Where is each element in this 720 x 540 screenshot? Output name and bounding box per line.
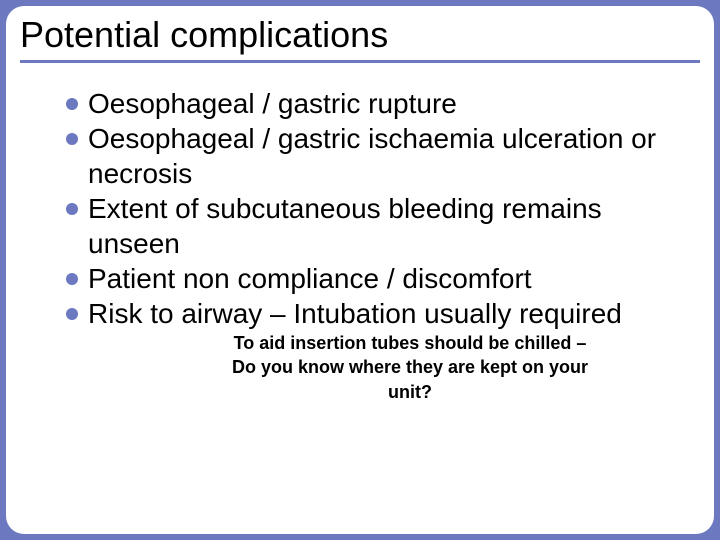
footnote-line1: To aid insertion tubes should be chilled… bbox=[234, 333, 587, 353]
bullet-icon bbox=[66, 203, 78, 215]
footnote-line2: Do you know where they are kept on your … bbox=[232, 357, 588, 401]
bullet-icon bbox=[66, 273, 78, 285]
content-area: Oesophageal / gastric rupture Oesophagea… bbox=[6, 70, 714, 404]
bullet-text: Patient non compliance / discomfort bbox=[88, 261, 532, 296]
bullet-text: Extent of subcutaneous bleeding remains … bbox=[88, 191, 684, 261]
bullet-text: Risk to airway – Intubation usually requ… bbox=[88, 296, 622, 331]
divider-line bbox=[20, 60, 700, 63]
list-item: Oesophageal / gastric ischaemia ulcerati… bbox=[66, 121, 684, 191]
slide-title: Potential complications bbox=[20, 14, 700, 56]
bullet-text: Oesophageal / gastric rupture bbox=[88, 86, 457, 121]
bullet-icon bbox=[66, 308, 78, 320]
footnote: To aid insertion tubes should be chilled… bbox=[66, 331, 684, 404]
bullet-text: Oesophageal / gastric ischaemia ulcerati… bbox=[88, 121, 684, 191]
slide-card: Potential complications Oesophageal / ga… bbox=[6, 6, 714, 534]
list-item: Patient non compliance / discomfort bbox=[66, 261, 684, 296]
divider bbox=[6, 60, 714, 70]
list-item: Oesophageal / gastric rupture bbox=[66, 86, 684, 121]
title-area: Potential complications bbox=[6, 6, 714, 58]
bullet-icon bbox=[66, 133, 78, 145]
list-item: Extent of subcutaneous bleeding remains … bbox=[66, 191, 684, 261]
bullet-icon bbox=[66, 98, 78, 110]
list-item: Risk to airway – Intubation usually requ… bbox=[66, 296, 684, 331]
